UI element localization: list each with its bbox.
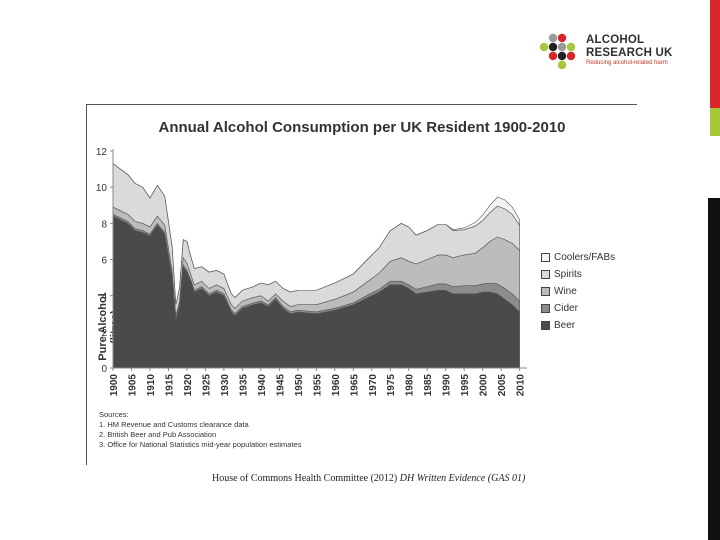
legend-swatch bbox=[541, 287, 550, 296]
x-tick-label: 1970 bbox=[368, 374, 379, 397]
brand-name-line2: RESEARCH UK bbox=[586, 47, 673, 59]
x-tick-label: 1965 bbox=[349, 374, 360, 397]
x-tick-label: 1995 bbox=[460, 374, 471, 397]
legend-item-cider: Cider bbox=[541, 300, 615, 317]
accent-stripe-green bbox=[710, 108, 720, 136]
source-line: 2. British Beer and Pub Association bbox=[99, 430, 217, 439]
chart-sources: Sources: 1. HM Revenue and Customs clear… bbox=[99, 410, 301, 450]
legend-label: Coolers/FABs bbox=[554, 252, 616, 263]
y-tick-label: 10 bbox=[96, 183, 108, 194]
accent-stripe-red bbox=[710, 0, 720, 108]
legend-swatch bbox=[541, 270, 550, 279]
y-tick-label: 2 bbox=[101, 328, 107, 339]
x-tick-label: 1990 bbox=[442, 374, 453, 397]
legend-label: Spirits bbox=[554, 269, 582, 280]
legend-label: Beer bbox=[554, 320, 576, 331]
x-tick-label: 1985 bbox=[423, 374, 434, 397]
figure-caption: House of Commons Health Committee (2012)… bbox=[212, 473, 525, 484]
legend-label: Cider bbox=[554, 303, 578, 314]
y-tick-label: 8 bbox=[101, 219, 107, 230]
x-tick-label: 1930 bbox=[220, 374, 231, 397]
area-series-coolers-fabs bbox=[112, 163, 520, 305]
legend-item-wine: Wine bbox=[541, 283, 615, 300]
y-tick-label: 6 bbox=[101, 256, 107, 267]
x-tick-label: 1925 bbox=[201, 374, 212, 397]
caption-text: House of Commons Health Committee (2012) bbox=[212, 473, 398, 484]
caption-reference: DH Written Evidence (GAS 01) bbox=[399, 473, 526, 484]
x-tick-label: 1955 bbox=[312, 374, 323, 397]
x-tick-label: 1910 bbox=[146, 374, 157, 397]
y-tick-label: 0 bbox=[101, 364, 107, 375]
x-tick-label: 1905 bbox=[127, 374, 138, 397]
y-tick-label: 4 bbox=[101, 292, 107, 303]
x-tick-label: 2005 bbox=[497, 374, 508, 397]
legend-label: Wine bbox=[554, 286, 577, 297]
brand-name: ALCOHOL RESEARCH UK bbox=[586, 34, 673, 60]
source-line: 1. HM Revenue and Customs clearance data bbox=[99, 420, 249, 429]
x-tick-label: 1915 bbox=[164, 374, 175, 397]
chart-legend: Coolers/FABs Spirits Wine Cider Beer bbox=[541, 249, 615, 334]
dark-side-panel bbox=[708, 198, 720, 540]
x-tick-label: 2000 bbox=[479, 374, 490, 397]
sources-heading: Sources: bbox=[99, 410, 129, 419]
legend-swatch bbox=[541, 321, 550, 330]
x-tick-label: 1945 bbox=[275, 374, 286, 397]
brand-tagline: Reducing alcohol-related harm bbox=[586, 60, 668, 66]
x-tick-label: 1920 bbox=[183, 374, 194, 397]
x-tick-label: 1980 bbox=[405, 374, 416, 397]
y-tick-label: 12 bbox=[96, 147, 108, 158]
x-tick-label: 1935 bbox=[238, 374, 249, 397]
brand-name-line1: ALCOHOL bbox=[586, 34, 645, 46]
legend-item-coolers: Coolers/FABs bbox=[541, 249, 615, 266]
x-tick-label: 1940 bbox=[257, 374, 268, 397]
chart-title: Annual Alcohol Consumption per UK Reside… bbox=[158, 119, 566, 136]
legend-item-beer: Beer bbox=[541, 317, 615, 334]
legend-swatch bbox=[541, 304, 550, 313]
chart-figure: Annual Alcohol Consumption per UK Reside… bbox=[86, 104, 637, 465]
x-tick-label: 2010 bbox=[516, 374, 527, 397]
x-tick-label: 1950 bbox=[294, 374, 305, 397]
x-tick-label: 1960 bbox=[331, 374, 342, 397]
legend-item-spirits: Spirits bbox=[541, 266, 615, 283]
x-tick-label: 1900 bbox=[109, 374, 120, 397]
chart-plot: 0 2 4 6 8 10 12 1900 1905 1910 1915 1920 1925 1930 193… bbox=[96, 147, 527, 397]
source-line: 3. Office for National Statistics mid-ye… bbox=[99, 440, 302, 449]
brand-logo: ALCOHOL RESEARCH UK Reducing alcohol-rel… bbox=[538, 32, 688, 72]
x-tick-label: 1975 bbox=[386, 374, 397, 397]
logo-dots-icon bbox=[539, 33, 576, 70]
legend-swatch bbox=[541, 253, 550, 262]
